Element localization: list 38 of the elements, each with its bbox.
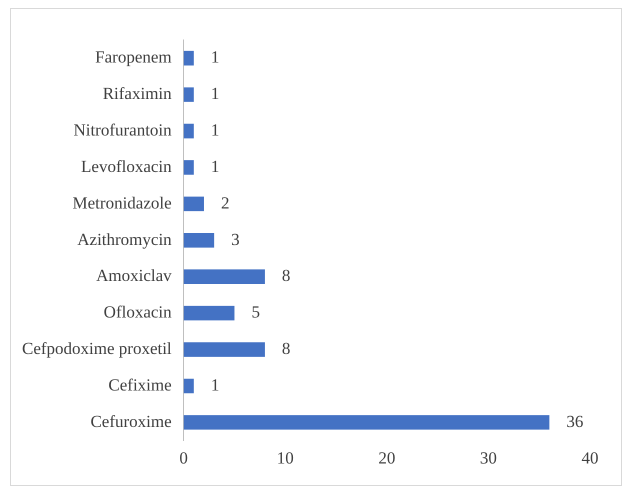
bar [184, 415, 550, 430]
y-tick-label: Cefpodoxime proxetil [22, 339, 172, 358]
bar [184, 342, 265, 357]
y-tick-label: Cefuroxime [90, 412, 172, 431]
data-label: 1 [210, 375, 220, 394]
data-label: 36 [566, 412, 584, 431]
x-tick-label: 0 [179, 448, 188, 468]
y-tick-label: Ofloxacin [104, 302, 172, 322]
bar [184, 196, 204, 212]
data-label: 8 [282, 266, 290, 286]
data-label: 8 [282, 339, 290, 358]
data-label: 2 [220, 193, 230, 212]
data-label: 1 [210, 84, 220, 104]
y-tick-label: Metronidazole [72, 193, 172, 212]
data-label: 1 [210, 120, 220, 140]
y-tick-label: Amoxiclav [96, 266, 172, 286]
bar [184, 306, 234, 320]
y-tick-label: Faropenem [95, 48, 172, 67]
bar [184, 124, 194, 138]
x-tick-label: 10 [276, 448, 294, 468]
bar [184, 269, 265, 284]
y-tick-label: Nitrofurantoin [73, 120, 172, 140]
y-tick-label: Levofloxacin [81, 156, 172, 176]
y-tick-label: Azithromycin [77, 230, 172, 249]
y-tick-label: Rifaximin [102, 84, 172, 104]
x-tick-label: 30 [480, 448, 497, 468]
bar [184, 87, 194, 102]
data-label: 5 [251, 302, 260, 322]
x-tick-label: 20 [378, 448, 396, 468]
bar [184, 233, 214, 248]
bar [184, 160, 194, 175]
data-label: 1 [210, 48, 220, 67]
data-label: 1 [210, 156, 220, 176]
bar [184, 378, 194, 394]
bar [184, 50, 194, 66]
x-tick-label: 40 [582, 448, 598, 468]
y-tick-label: Cefixime [108, 375, 172, 394]
data-label: 3 [231, 230, 240, 249]
